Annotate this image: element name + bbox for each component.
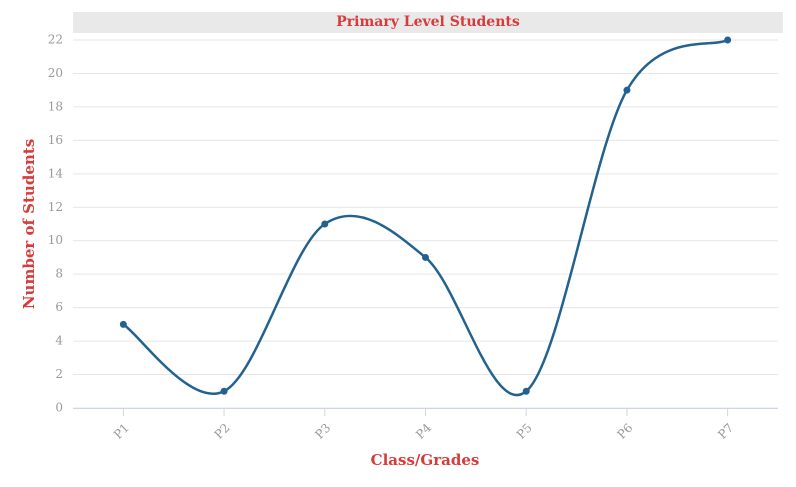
data-point bbox=[522, 387, 530, 395]
x-axis-label: Class/Grades bbox=[371, 451, 480, 469]
x-tick-label: P5 bbox=[514, 421, 535, 442]
y-tick-label: 6 bbox=[55, 300, 63, 314]
y-tick-label: 20 bbox=[48, 66, 63, 80]
x-tick-label: P3 bbox=[312, 421, 333, 442]
y-tick-label: 14 bbox=[48, 166, 64, 180]
data-point bbox=[321, 220, 329, 228]
y-tick-label: 4 bbox=[55, 334, 63, 348]
x-tick-label: P4 bbox=[413, 420, 434, 441]
title-bar bbox=[73, 12, 783, 33]
x-tick-label: P7 bbox=[715, 421, 736, 442]
data-point bbox=[422, 253, 429, 261]
data-point bbox=[220, 387, 228, 395]
x-tick-label: P1 bbox=[111, 421, 132, 442]
y-tick-label: 0 bbox=[55, 401, 63, 415]
y-tick-label: 2 bbox=[55, 367, 63, 381]
line-series bbox=[122, 38, 729, 396]
y-tick-label: 16 bbox=[48, 133, 63, 147]
y-tick-label: 22 bbox=[48, 33, 63, 47]
x-tick-label: P2 bbox=[212, 421, 233, 442]
data-point bbox=[119, 320, 127, 328]
y-axis-label: Number of Students bbox=[20, 139, 38, 309]
data-point bbox=[623, 86, 631, 94]
data-point bbox=[724, 36, 732, 44]
y-tick-label: 12 bbox=[48, 200, 63, 214]
y-tick-label: 18 bbox=[48, 99, 63, 113]
y-tick-label: 10 bbox=[48, 233, 63, 247]
y-tick-label: 8 bbox=[55, 267, 63, 281]
chart-title: Primary Level Students bbox=[336, 14, 520, 30]
x-tick-label: P6 bbox=[615, 421, 636, 442]
